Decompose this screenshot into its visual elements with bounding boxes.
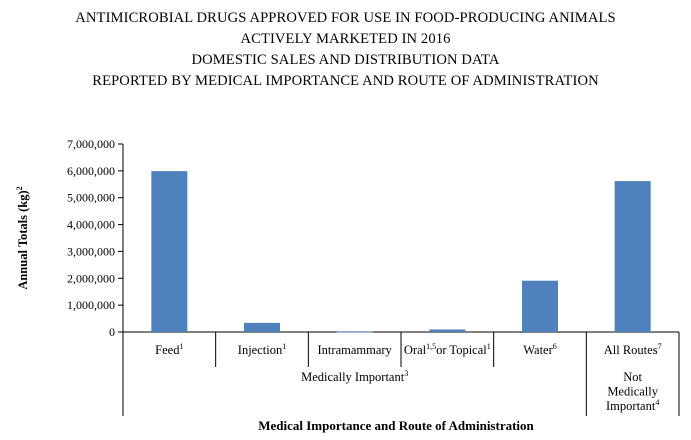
- y-tick-label: 5,000,000: [67, 191, 115, 205]
- title-line-2: ACTIVELY MARKETED IN 2016: [240, 31, 451, 47]
- bar: [151, 171, 188, 332]
- category-label: Injection1: [238, 342, 286, 357]
- bar: [522, 280, 558, 332]
- category-label: Water6: [523, 342, 557, 357]
- title-line-4: REPORTED BY MEDICAL IMPORTANCE AND ROUTE…: [92, 73, 599, 89]
- group-label: Important4: [606, 398, 659, 413]
- title-line-3: DOMESTIC SALES AND DISTRIBUTION DATA: [191, 52, 500, 68]
- bar: [614, 181, 651, 332]
- y-tick-label: 3,000,000: [67, 244, 115, 258]
- y-tick-label: 6,000,000: [67, 164, 115, 178]
- category-label: Intramammary: [318, 343, 393, 357]
- y-tick-label: 7,000,000: [67, 137, 115, 151]
- bar: [336, 331, 373, 333]
- category-label: All Routes7: [604, 342, 662, 357]
- x-axis-title: Medical Importance and Route of Administ…: [258, 418, 534, 433]
- category-label: Oral1,5or Topical1: [404, 342, 491, 357]
- group-label: Not: [623, 370, 642, 384]
- y-axis-title: Annual Totals (kg)2: [15, 186, 30, 289]
- y-tick-label: 2,000,000: [67, 271, 115, 285]
- group-label: Medically: [607, 385, 658, 399]
- y-tick-label: 4,000,000: [67, 218, 115, 232]
- bar: [244, 322, 280, 332]
- group-label: Medically Important3: [301, 369, 408, 384]
- bar: [429, 329, 466, 332]
- category-label: Feed1: [155, 342, 183, 357]
- title-line-1: ANTIMICROBIAL DRUGS APPROVED FOR USE IN …: [75, 10, 616, 26]
- chart-title: ANTIMICROBIAL DRUGS APPROVED FOR USE IN …: [0, 8, 691, 92]
- y-tick-label: 0: [109, 325, 115, 339]
- y-tick-label: 1,000,000: [67, 298, 115, 312]
